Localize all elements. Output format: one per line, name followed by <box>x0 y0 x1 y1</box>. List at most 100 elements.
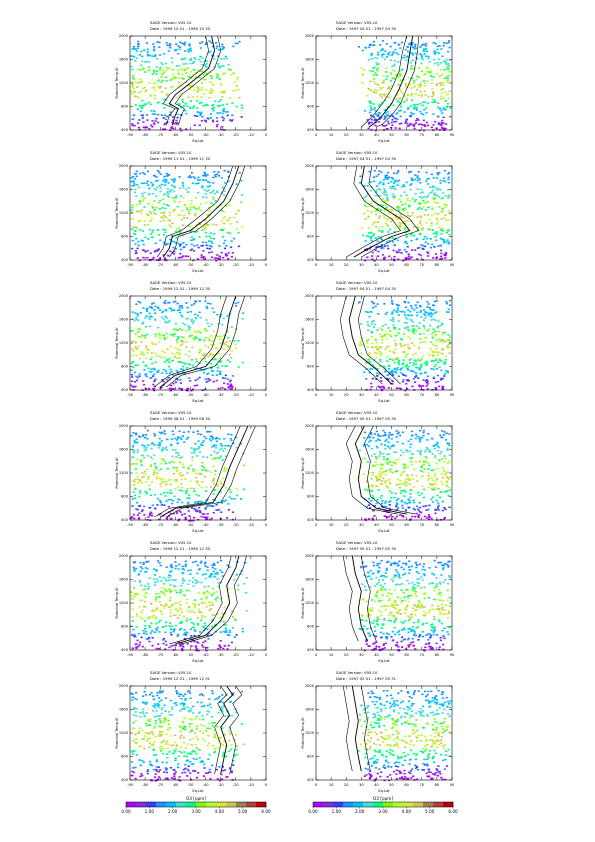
data-point <box>179 600 182 603</box>
data-point <box>434 330 437 333</box>
data-point <box>422 248 425 250</box>
data-point <box>375 175 378 178</box>
data-point <box>407 301 410 304</box>
data-point <box>173 644 176 647</box>
data-point <box>202 256 205 258</box>
data-point <box>158 576 161 578</box>
data-point <box>394 117 397 120</box>
data-point <box>134 433 138 436</box>
data-point <box>382 385 385 388</box>
data-point <box>438 366 441 369</box>
data-point <box>415 375 418 377</box>
data-point <box>411 434 414 437</box>
data-point <box>412 113 415 115</box>
data-point <box>163 123 166 126</box>
data-point <box>159 513 162 515</box>
data-point <box>435 339 438 342</box>
data-point <box>155 180 158 182</box>
data-point <box>381 338 384 341</box>
data-point <box>171 352 174 355</box>
data-point <box>425 360 428 363</box>
data-point <box>199 47 202 49</box>
data-point <box>442 84 445 87</box>
data-point <box>424 241 427 243</box>
data-point <box>208 575 211 578</box>
data-point <box>379 435 382 438</box>
data-point <box>197 501 200 504</box>
data-point <box>139 570 142 573</box>
data-point <box>151 55 154 57</box>
data-point <box>409 184 412 186</box>
data-point <box>409 105 412 107</box>
data-point <box>407 440 410 443</box>
data-point <box>370 101 373 104</box>
data-point <box>190 243 193 246</box>
data-point <box>132 366 135 369</box>
data-point <box>397 320 400 322</box>
data-point <box>139 78 142 80</box>
data-point <box>422 119 425 122</box>
data-point <box>409 42 412 44</box>
data-point <box>235 213 238 215</box>
data-point <box>134 364 137 367</box>
data-point <box>189 100 192 102</box>
data-point <box>398 101 401 103</box>
data-point <box>151 192 155 195</box>
data-point <box>416 480 419 482</box>
data-point <box>222 109 225 112</box>
data-point <box>223 57 226 60</box>
data-point <box>406 197 409 199</box>
data-point <box>199 350 202 352</box>
data-point <box>368 353 371 355</box>
data-point <box>376 368 379 370</box>
data-point <box>373 57 376 59</box>
data-point <box>132 74 135 77</box>
data-point <box>415 52 418 55</box>
data-point <box>220 251 223 254</box>
data-point <box>165 438 168 441</box>
data-point <box>135 50 138 52</box>
data-point <box>422 48 425 50</box>
data-point <box>203 174 206 176</box>
data-point <box>203 475 207 478</box>
data-point <box>206 247 209 250</box>
data-point <box>382 53 385 55</box>
profile-line <box>159 425 249 518</box>
data-point <box>382 79 385 82</box>
data-point <box>436 202 439 204</box>
data-point <box>414 363 418 366</box>
data-point <box>212 120 215 123</box>
data-point <box>403 185 406 187</box>
data-point <box>145 310 149 312</box>
data-point <box>400 490 403 492</box>
data-point <box>383 188 386 190</box>
data-point <box>384 500 387 503</box>
data-point <box>192 61 196 63</box>
data-point <box>374 209 377 212</box>
data-point <box>401 204 404 206</box>
data-point <box>176 348 179 350</box>
x-tick-label: -50 <box>188 523 195 527</box>
data-point <box>387 182 390 185</box>
data-point <box>369 507 372 509</box>
data-point <box>388 51 391 54</box>
data-point <box>133 635 136 638</box>
data-point <box>445 484 448 486</box>
data-point <box>399 434 402 437</box>
data-point <box>178 46 182 48</box>
data-point <box>166 191 169 193</box>
data-point <box>419 84 422 86</box>
data-point <box>388 378 391 380</box>
x-tick-label: -70 <box>157 133 164 137</box>
data-point <box>407 253 410 255</box>
data-point <box>173 76 176 78</box>
data-point <box>195 582 198 585</box>
data-point <box>136 508 139 511</box>
data-point <box>384 116 388 118</box>
data-point <box>370 433 373 436</box>
data-point <box>436 45 439 48</box>
data-point <box>385 112 388 115</box>
data-point <box>381 102 384 104</box>
data-point <box>144 388 148 390</box>
data-point <box>159 387 162 389</box>
